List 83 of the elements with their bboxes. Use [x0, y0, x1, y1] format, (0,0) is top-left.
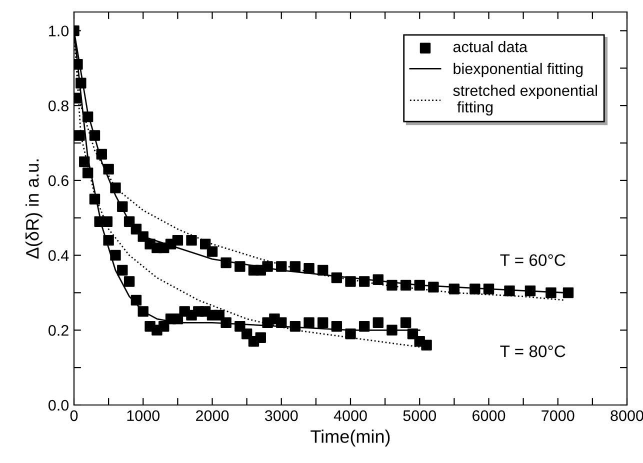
point: [317, 264, 328, 276]
point: [290, 261, 301, 272]
y-tick-label: 0.0: [48, 400, 69, 411]
point: [255, 332, 266, 343]
point: [117, 201, 128, 212]
x-tick-label: 2000: [196, 410, 229, 422]
x-tick-label: 7000: [542, 410, 574, 422]
point: [79, 156, 90, 168]
point: [74, 130, 85, 141]
y-axis-title: Δ(δR) in a.u.: [26, 159, 42, 259]
point: [400, 280, 412, 291]
point: [234, 321, 246, 332]
point: [421, 340, 432, 350]
point: [524, 285, 536, 296]
point: [172, 234, 184, 246]
x-tick-label: 8000: [610, 410, 643, 422]
point: [103, 164, 114, 175]
y-tick-label: 0.6: [48, 175, 68, 186]
y-tick-label: 0.4: [48, 250, 69, 261]
point: [504, 285, 515, 296]
point: [331, 321, 342, 332]
point: [234, 261, 246, 272]
point: [562, 287, 574, 298]
point: [76, 78, 86, 88]
point: [82, 111, 94, 122]
point: [124, 276, 135, 287]
point: [82, 168, 94, 178]
point: [345, 276, 356, 287]
point: [200, 238, 211, 250]
point: [220, 317, 232, 328]
point: [138, 306, 148, 317]
point: [448, 284, 460, 294]
point: [124, 216, 135, 227]
point: [428, 282, 439, 292]
point: [372, 274, 384, 285]
point: [96, 148, 108, 160]
point: [358, 321, 370, 332]
point: [158, 321, 170, 332]
point: [386, 280, 398, 291]
x-tick-label: 1000: [127, 410, 160, 422]
point: [304, 263, 314, 274]
legend-label: stretched exponential fitting: [453, 84, 597, 116]
x-tick-label: 0: [70, 410, 78, 422]
y-tick-label: 0.8: [48, 100, 68, 112]
point: [110, 250, 121, 261]
point: [262, 261, 273, 272]
point: [130, 294, 142, 306]
x-tick-label: 3000: [264, 410, 298, 422]
point: [386, 324, 398, 336]
legend-label: biexponential fitting: [454, 62, 583, 78]
point: [483, 284, 494, 294]
point: [89, 130, 100, 141]
point: [110, 182, 121, 194]
point: [345, 328, 356, 340]
annotation: T = 60°C: [500, 254, 566, 266]
y-tick-label: 1.0: [49, 26, 69, 36]
point: [546, 287, 556, 298]
point: [358, 276, 370, 287]
point: [400, 317, 412, 328]
point: [372, 317, 384, 328]
point: [290, 321, 301, 332]
point: [331, 272, 342, 284]
x-tick-label: 5000: [403, 410, 436, 422]
point: [304, 317, 314, 328]
point: [470, 284, 480, 294]
point: [276, 261, 287, 272]
point: [220, 257, 232, 268]
y-tick-label: 0.2: [48, 325, 68, 336]
x-tick-label: 6000: [472, 410, 506, 422]
x-tick-label: 4000: [334, 410, 367, 422]
annotation: T = 80°C: [500, 345, 566, 358]
point: [103, 234, 114, 246]
point: [117, 264, 128, 276]
point: [317, 317, 328, 328]
point: [130, 224, 142, 234]
point: [102, 216, 113, 227]
legend-label: actual data: [453, 41, 528, 52]
point: [206, 246, 218, 257]
point: [276, 317, 287, 328]
point: [186, 234, 197, 246]
point: [414, 280, 425, 291]
point: [89, 194, 100, 204]
x-axis-title: Time(min): [310, 430, 390, 446]
